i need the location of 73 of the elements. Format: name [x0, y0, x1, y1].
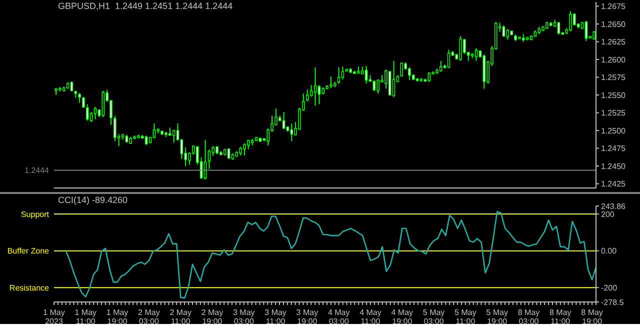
candlestick — [86, 104, 89, 122]
ref-line-label: Buffer Zone — [7, 246, 50, 256]
y-tick-label: 1.2650 — [601, 20, 626, 29]
x-tick-label: 5 May 03:00 — [422, 308, 445, 326]
candlestick — [376, 78, 380, 94]
candlestick — [502, 24, 506, 38]
candlestick — [392, 60, 396, 98]
x-tick-label: 8 May 11:00 — [549, 308, 572, 326]
y-tick-label: 1.2450 — [601, 162, 626, 171]
candlestick — [314, 66, 317, 106]
y-tick-label: 1.2425 — [601, 180, 626, 189]
x-tick-label: 1 May 2023 — [43, 308, 65, 326]
candlestick — [318, 84, 321, 105]
y-tick-label: 1.2600 — [601, 55, 626, 64]
candlestick — [102, 90, 105, 118]
candlestick — [474, 48, 478, 62]
y-tick-label: 1.2525 — [601, 108, 626, 118]
x-tick-label: 8 May 03:00 — [518, 308, 540, 326]
candlestick — [282, 112, 286, 130]
candlestick — [82, 96, 85, 108]
x-tick-label: 3 May 19:00 — [296, 308, 318, 326]
ref-line-label: 1.2444 — [24, 166, 50, 176]
candlestick — [78, 92, 81, 104]
x-tick-label: 8 May 19:00 — [581, 308, 603, 326]
chart-title: GBPUSD,H1 1.2449 1.2451 1.2444 1.2444 — [58, 1, 233, 11]
candlestick — [227, 148, 230, 160]
candlestick — [400, 62, 404, 78]
chart-title: CCI(14) -89.4260 — [58, 195, 128, 205]
x-tick-label: 2 May 11:00 — [170, 308, 192, 326]
candlestick — [330, 76, 332, 88]
y-tick-label: -200 — [601, 283, 618, 292]
candlestick — [247, 139, 250, 150]
x-tick-label: 4 May 19:00 — [391, 308, 414, 326]
candlestick — [584, 20, 588, 42]
ref-line-label: Support — [20, 210, 50, 219]
x-tick-label: 2 May 03:00 — [138, 308, 160, 326]
x-tick-label: 5 May 19:00 — [486, 308, 508, 326]
y-tick-label: 1.2550 — [601, 90, 626, 100]
y-tick-label: 1.2475 — [601, 144, 626, 154]
ref-line-label: Resistance — [9, 283, 50, 292]
candlestick — [557, 21, 560, 36]
candlestick — [569, 10, 572, 32]
candlestick — [290, 122, 294, 142]
x-tick-label: 4 May 11:00 — [360, 308, 382, 326]
x-tick-label: 5 May 11:00 — [454, 308, 476, 326]
candlestick — [306, 88, 309, 102]
y-tick-label: 0.00 — [601, 246, 618, 256]
x-tick-label: 1 May 19:00 — [106, 308, 128, 326]
y-tick-label: 1.2675 — [601, 2, 626, 12]
y-tick-label: 1.2625 — [601, 38, 626, 47]
candlestick — [408, 66, 411, 81]
candlestick — [90, 112, 93, 122]
candlestick — [172, 129, 176, 144]
candlestick — [94, 106, 97, 120]
candlestick — [341, 66, 344, 80]
y-tick-label: -278.5 — [601, 298, 624, 307]
candlestick — [447, 49, 450, 69]
y-tick-label: 1.2500 — [601, 126, 626, 136]
x-tick-label: 4 May 03:00 — [328, 308, 350, 326]
x-tick-label: 1 May 11:00 — [74, 308, 97, 326]
y-tick-label: 200 — [601, 210, 615, 219]
x-tick-label: 3 May 11:00 — [264, 308, 286, 326]
y-tick-label: 243.86 — [601, 202, 626, 211]
candlestick — [459, 36, 462, 62]
candlestick — [152, 122, 156, 139]
candlestick — [208, 149, 211, 170]
x-tick-label: 3 May 03:00 — [233, 308, 255, 326]
candlestick — [113, 115, 116, 142]
y-tick-label: 1.2575 — [601, 73, 626, 82]
x-tick-label: 2 May 19:00 — [201, 308, 224, 326]
candlestick — [243, 142, 246, 156]
candlestick — [506, 28, 510, 40]
line-series — [65, 211, 597, 299]
